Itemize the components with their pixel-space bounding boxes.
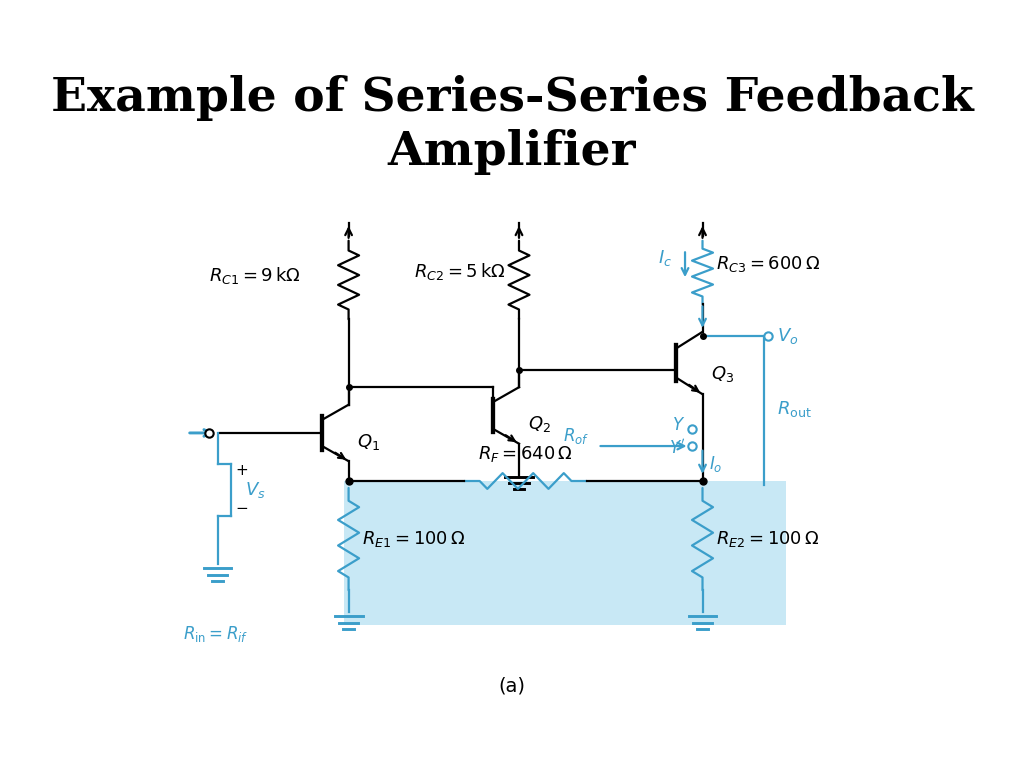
Text: $Y$: $Y$ (672, 416, 685, 434)
Text: $R_{C2} = 5\,\mathrm{k}\Omega$: $R_{C2} = 5\,\mathrm{k}\Omega$ (414, 261, 506, 282)
Text: $R_{C3} = 600\,\Omega$: $R_{C3} = 600\,\Omega$ (716, 254, 820, 274)
Text: −: − (234, 502, 248, 516)
Text: $R_{\mathrm{out}}$: $R_{\mathrm{out}}$ (777, 399, 812, 419)
Text: $R_{E1} = 100\,\Omega$: $R_{E1} = 100\,\Omega$ (361, 529, 465, 549)
Text: Amplifier: Amplifier (388, 129, 636, 175)
Text: $R_{of}$: $R_{of}$ (562, 425, 589, 445)
Text: $V_o$: $V_o$ (777, 326, 799, 346)
Bar (344, 481, 785, 625)
Text: $V_s$: $V_s$ (246, 480, 266, 500)
Text: $I_c$: $I_c$ (657, 248, 672, 268)
Text: $R_{C1} = 9\,\mathrm{k}\Omega$: $R_{C1} = 9\,\mathrm{k}\Omega$ (209, 265, 300, 286)
Text: $I_o$: $I_o$ (710, 454, 723, 474)
Text: (a): (a) (499, 677, 525, 696)
Text: $Q_2$: $Q_2$ (527, 414, 551, 434)
Text: $R_{\mathrm{in}} = R_{if}$: $R_{\mathrm{in}} = R_{if}$ (182, 624, 248, 644)
Text: $R_F = 640\,\Omega$: $R_F = 640\,\Omega$ (478, 444, 572, 464)
Text: Example of Series-Series Feedback: Example of Series-Series Feedback (50, 74, 974, 121)
Text: $R_{E2} = 100\,\Omega$: $R_{E2} = 100\,\Omega$ (716, 529, 819, 549)
Text: +: + (234, 463, 248, 478)
Text: $Q_3$: $Q_3$ (712, 363, 734, 383)
Text: $Q_1$: $Q_1$ (357, 432, 380, 452)
Text: $Y'$: $Y'$ (669, 439, 685, 457)
